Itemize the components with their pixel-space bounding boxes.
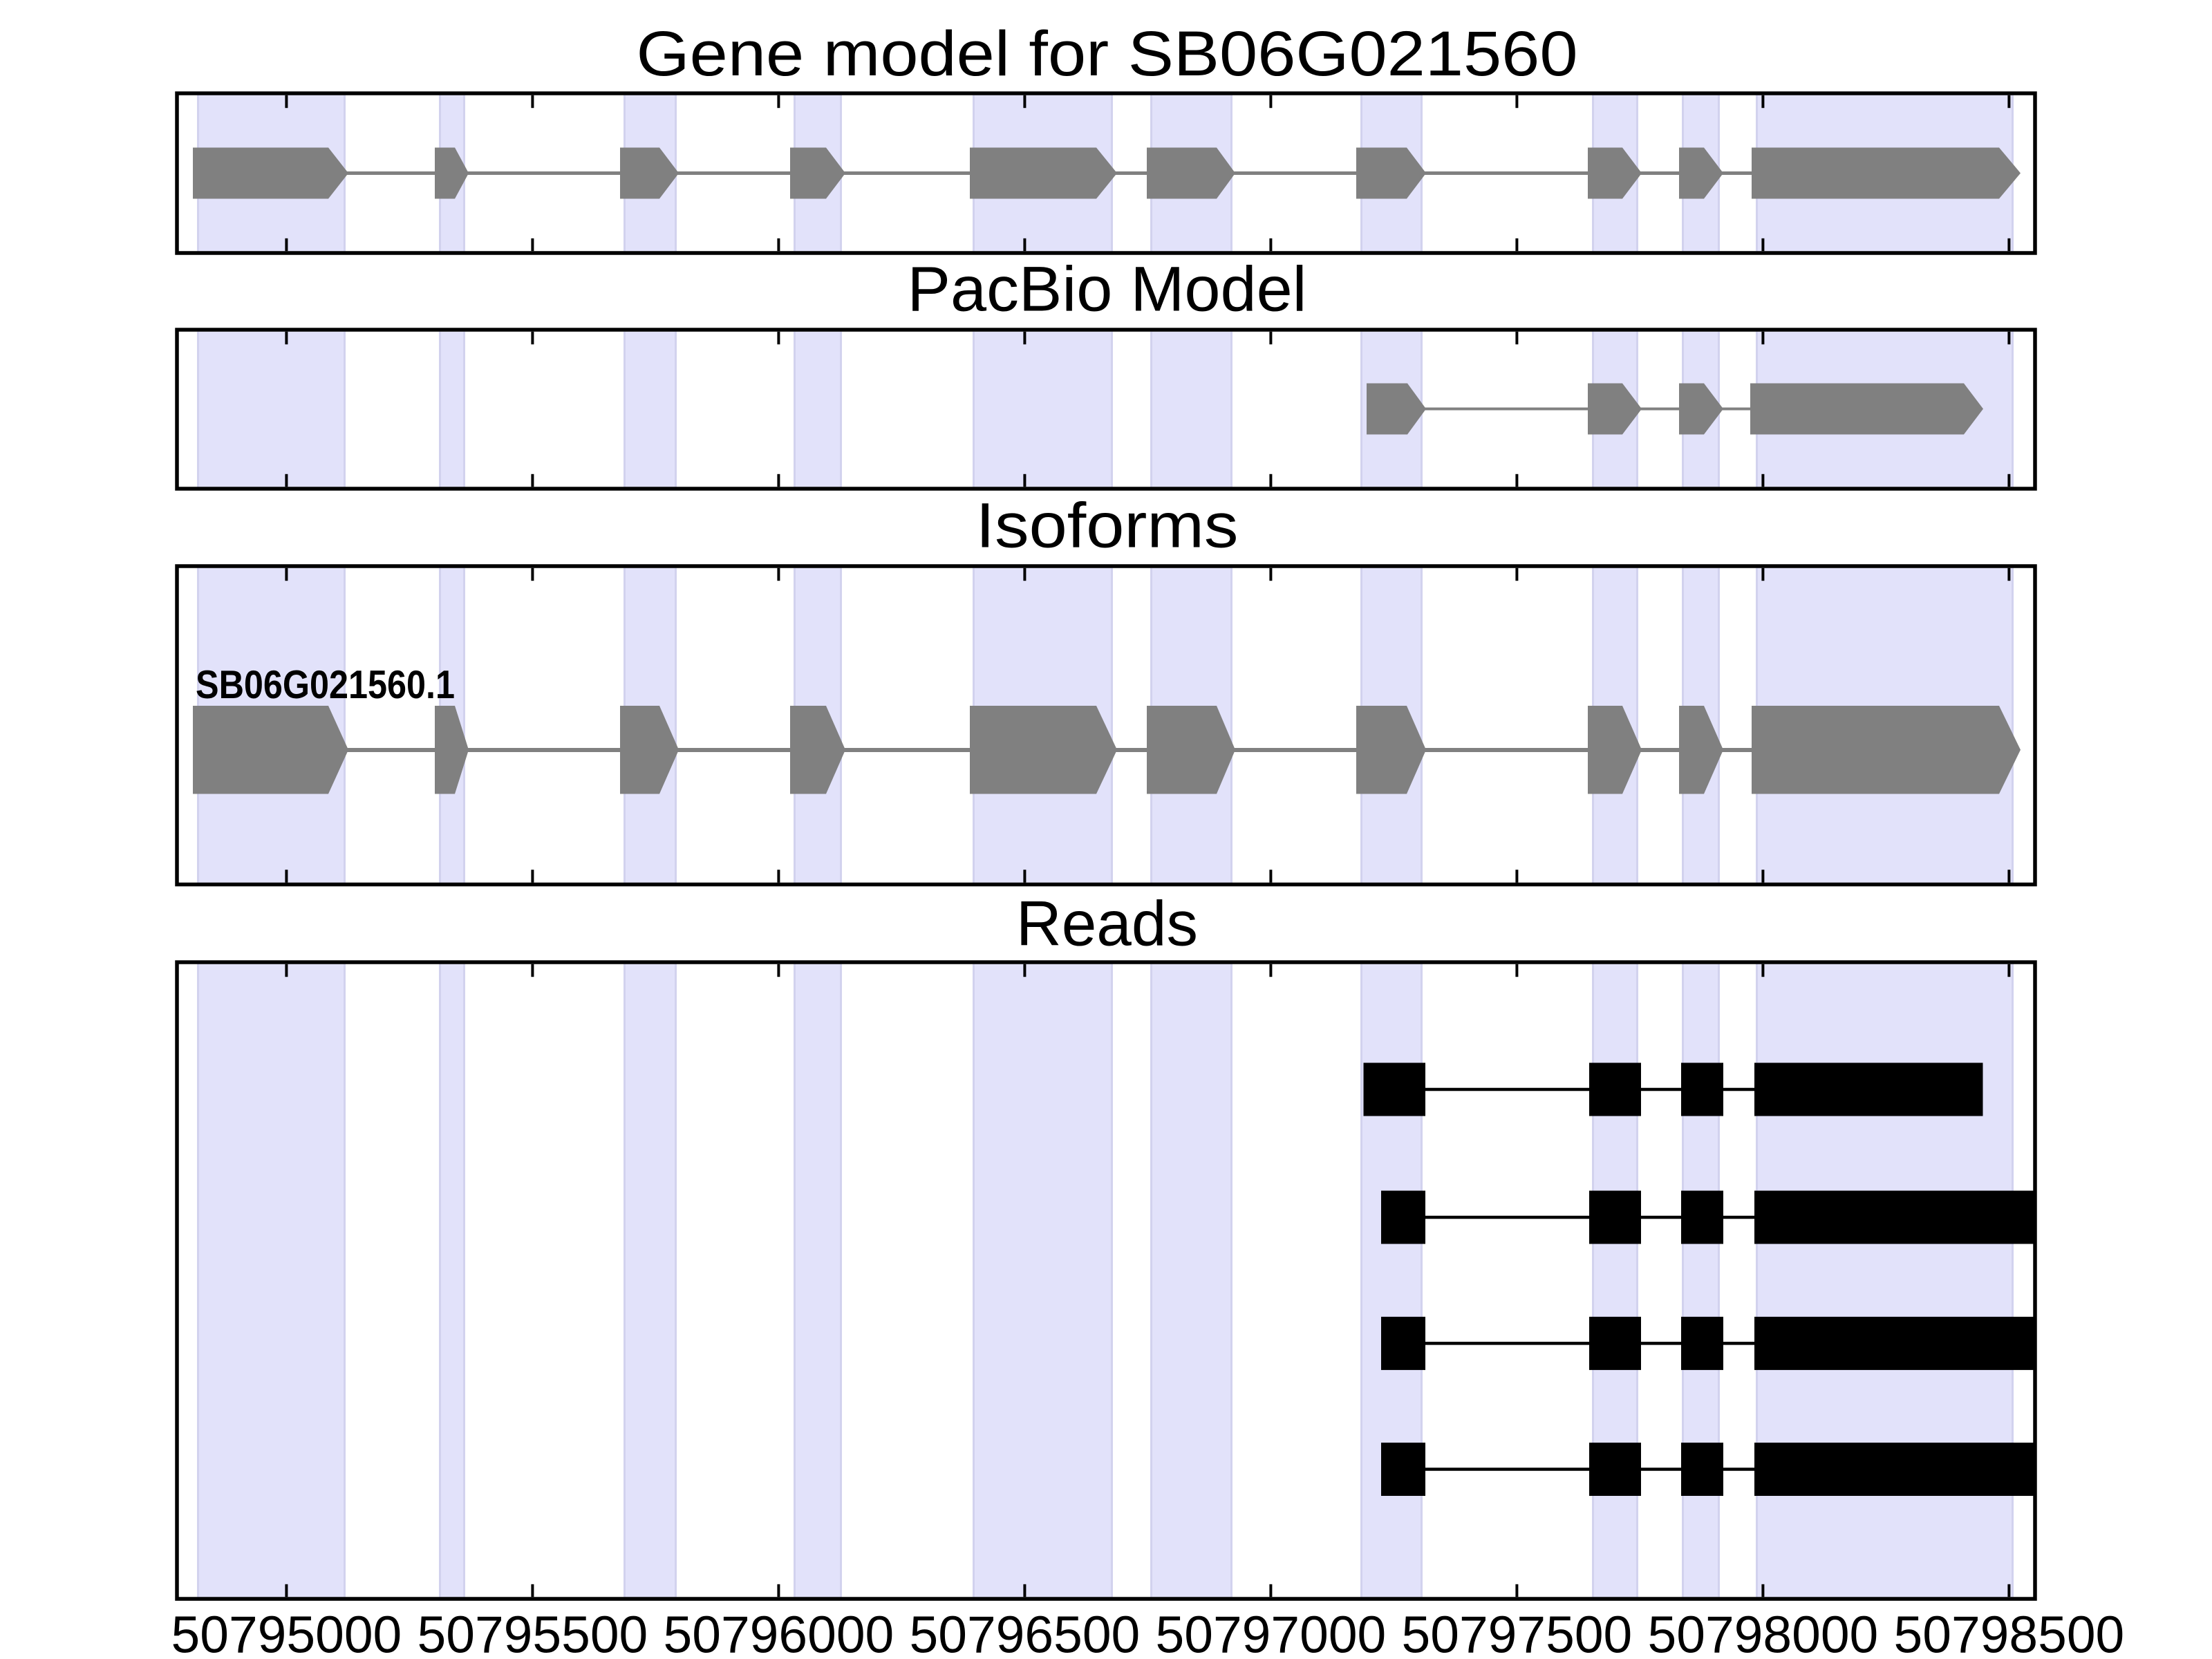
svg-text:Gene model for SB06G021560: Gene model for SB06G021560 [637,19,1578,89]
svg-text:50798500: 50798500 [1894,1606,2125,1659]
svg-text:50797500: 50797500 [1402,1606,1633,1659]
svg-text:Reads: Reads [1016,889,1198,959]
svg-text:50798000: 50798000 [1648,1606,1879,1659]
svg-text:50795500: 50795500 [418,1606,648,1659]
svg-text:50795000: 50795000 [171,1606,402,1659]
svg-text:Isoforms: Isoforms [976,491,1239,561]
svg-text:PacBio Model: PacBio Model [908,254,1307,325]
svg-text:50797000: 50797000 [1156,1606,1387,1659]
svg-text:SB06G021560.1: SB06G021560.1 [196,663,455,707]
svg-text:50796000: 50796000 [664,1606,894,1659]
svg-text:50796500: 50796500 [910,1606,1141,1659]
